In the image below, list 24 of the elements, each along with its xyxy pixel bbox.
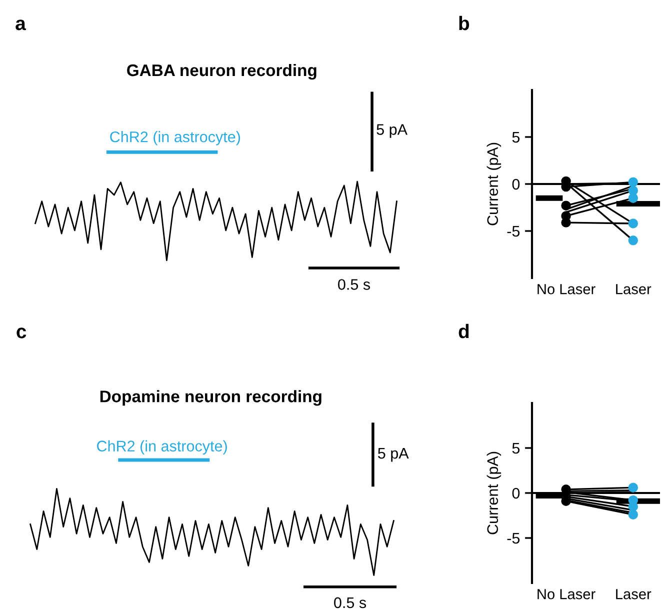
text: 5 pA	[376, 124, 408, 138]
x-tick-label: Laser	[616, 284, 652, 294]
x-tick-label: No Laser	[538, 284, 596, 294]
chart-title: GABA neuron recording	[127, 64, 316, 80]
text: 5 pA	[378, 448, 409, 462]
text: ChR2 (in astrocyte)	[97, 440, 227, 455]
y-tick-label: 5	[512, 132, 520, 143]
text: a	[16, 20, 26, 30]
y-tick-label: -5	[507, 226, 520, 237]
y-tick-label: 0	[512, 488, 520, 499]
chart-title: Dopamine neuron recording	[100, 390, 322, 406]
text: d	[458, 324, 469, 338]
y-tick-label: -5	[507, 533, 520, 544]
y-tick-label: 0	[512, 178, 520, 190]
y-axis-title: Current (pA)	[486, 452, 502, 534]
y-tick-label: 5	[512, 443, 520, 454]
text: ChR2 (in astrocyte)	[110, 131, 240, 146]
text: c	[16, 328, 26, 338]
text: b	[459, 16, 470, 30]
x-tick-label: No Laser	[538, 589, 596, 600]
x-tick-label: Laser	[616, 589, 652, 600]
text: 0.5 s	[334, 597, 366, 608]
y-axis-title: Current (pA)	[486, 142, 502, 226]
text: 0.5 s	[338, 279, 370, 290]
